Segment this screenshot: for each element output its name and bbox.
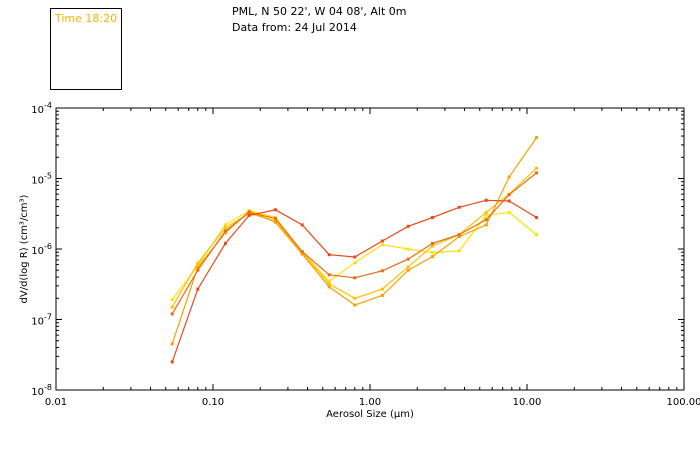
data-point xyxy=(431,251,434,255)
data-point xyxy=(300,252,304,256)
data-point xyxy=(431,216,434,219)
data-point xyxy=(431,255,434,259)
data-point xyxy=(247,210,251,214)
data-point xyxy=(406,265,410,269)
data-point xyxy=(196,261,200,265)
tick-marks xyxy=(55,108,684,391)
x-tick-label: 1.00 xyxy=(359,397,381,408)
series-line xyxy=(171,137,537,345)
station-line: PML, N 50 22', W 04 08', Alt 0m xyxy=(232,5,407,18)
data-point xyxy=(380,243,384,247)
y-tick-labels: 10-8 10-7 10-6 10-5 10-4 xyxy=(31,101,52,398)
data-point xyxy=(535,171,538,175)
series-2 xyxy=(170,166,538,309)
data-point xyxy=(247,213,251,217)
data-point xyxy=(406,268,410,272)
x-tick-label: 0.01 xyxy=(45,397,67,408)
series-3 xyxy=(170,136,538,346)
y-tick-label: 10-7 xyxy=(31,313,52,328)
data-point xyxy=(170,298,174,302)
data-point xyxy=(196,265,200,269)
data-point xyxy=(457,249,461,253)
data-point xyxy=(170,312,174,316)
data-point xyxy=(327,279,331,283)
data-point xyxy=(507,199,511,203)
y-tick-label: 10-8 xyxy=(31,383,52,398)
data-point xyxy=(223,223,227,227)
data-point xyxy=(274,217,277,221)
data-point xyxy=(380,239,384,243)
series-5 xyxy=(170,198,538,364)
data-point xyxy=(196,264,200,268)
data-point xyxy=(223,241,227,245)
data-point xyxy=(431,244,434,248)
data-point xyxy=(535,233,538,237)
plot-frame xyxy=(55,107,685,391)
x-tick-label: 10.00 xyxy=(513,397,542,408)
data-point xyxy=(170,360,174,364)
data-point xyxy=(484,198,488,202)
data-point xyxy=(507,193,511,197)
data-point xyxy=(353,296,357,300)
data-point xyxy=(484,210,488,214)
data-point xyxy=(170,342,174,346)
data-point xyxy=(300,250,304,254)
data-point xyxy=(327,285,331,289)
y-tick-label: 10-4 xyxy=(31,101,52,116)
data-point xyxy=(380,287,384,291)
data-point xyxy=(353,303,357,307)
data-point xyxy=(196,287,200,291)
x-tick-label: 100.00 xyxy=(667,397,700,408)
data-point xyxy=(353,255,357,259)
data-point xyxy=(535,166,538,170)
data-point xyxy=(406,224,410,228)
data-point xyxy=(223,226,227,230)
data-point xyxy=(535,216,538,219)
data-point xyxy=(406,247,410,251)
x-tick-label: 0.10 xyxy=(202,397,224,408)
data-point xyxy=(223,229,227,233)
data-point xyxy=(170,305,174,309)
data-point xyxy=(507,210,511,214)
x-tick-labels: 0.01 0.10 1.00 10.00 100.00 xyxy=(45,397,700,408)
data-point xyxy=(457,235,461,239)
legend-box: Time 18:20 xyxy=(50,8,122,90)
data-point xyxy=(223,231,227,235)
y-axis-label: dV/d(log R) (cm³/cm³) xyxy=(19,194,30,303)
data-point xyxy=(353,276,357,280)
x-axis-label: Aerosol Size (μm) xyxy=(326,409,414,420)
y-tick-label: 10-6 xyxy=(31,242,52,257)
data-point xyxy=(457,205,461,209)
data-point xyxy=(431,241,434,245)
data-point xyxy=(484,223,488,227)
time-label: Time 18:20 xyxy=(55,12,118,25)
data-point xyxy=(380,293,384,297)
series-4 xyxy=(170,171,538,316)
data-point xyxy=(353,261,357,265)
data-point xyxy=(406,257,410,261)
station-info: PML, N 50 22', W 04 08', Alt 0m Data fro… xyxy=(232,4,406,36)
data-point xyxy=(327,273,331,277)
y-tick-label: 10-5 xyxy=(31,172,52,187)
data-point xyxy=(484,213,488,217)
data-point xyxy=(457,233,461,237)
data-point xyxy=(484,218,488,222)
data-point xyxy=(327,282,331,286)
data-point xyxy=(507,175,511,179)
data-point xyxy=(300,223,304,227)
data-point xyxy=(274,208,277,212)
data-point xyxy=(535,136,538,140)
data-point xyxy=(274,220,277,224)
data-point xyxy=(196,268,200,272)
series-layer xyxy=(170,136,538,364)
data-date-line: Data from: 24 Jul 2014 xyxy=(232,21,357,34)
data-point xyxy=(380,269,384,273)
series-1 xyxy=(170,209,538,302)
data-point xyxy=(327,253,331,257)
series-line xyxy=(171,167,537,308)
